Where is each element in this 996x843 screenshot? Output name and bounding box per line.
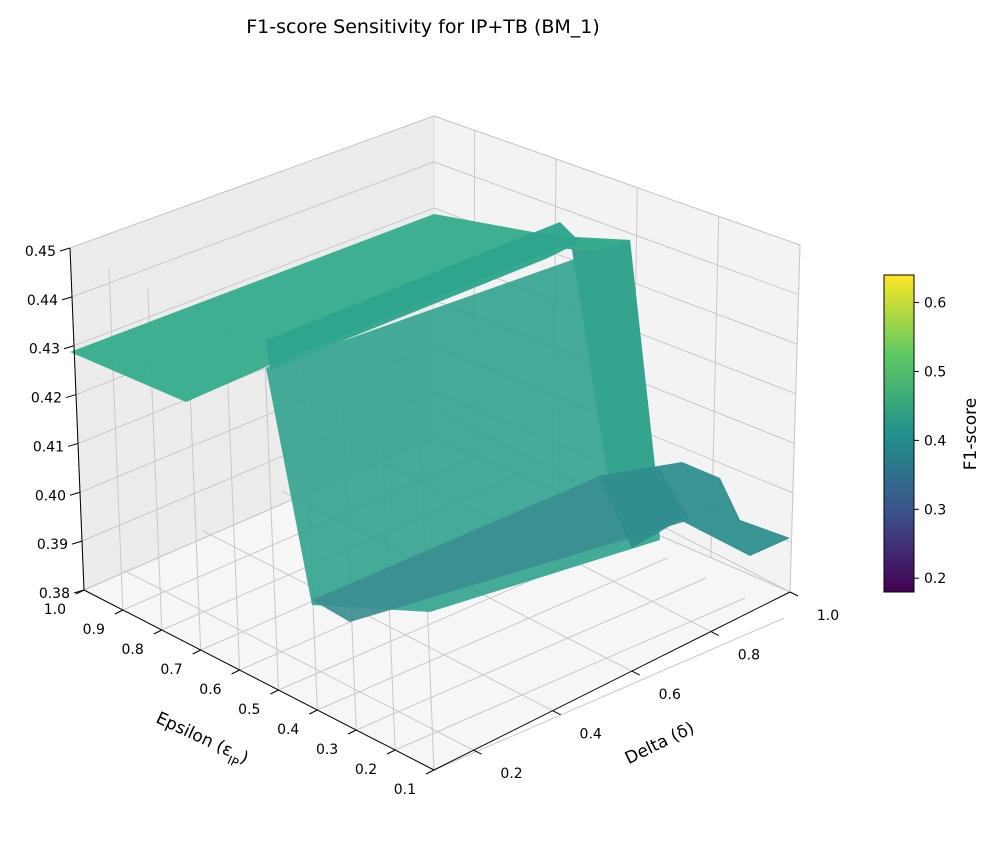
- x-wall-grid-line: [789, 244, 801, 593]
- y-tick-mark: [114, 609, 124, 615]
- y-tick-label: 0.8: [122, 642, 144, 658]
- x-tick-label: 0.6: [659, 687, 681, 703]
- y-wall-grid-line: [108, 267, 124, 611]
- surface-lower-strip: [312, 470, 690, 622]
- z-grid-line: [69, 115, 435, 249]
- x-tick-label: 1.0: [817, 608, 839, 624]
- colorbar-tick-label: 0.4: [924, 433, 946, 449]
- y-tick-label: 0.7: [160, 662, 182, 678]
- y-tick-label: 0.6: [199, 682, 221, 698]
- x-tick-label: 0.4: [580, 727, 602, 743]
- x-axis-line: [433, 591, 791, 771]
- y-wall-grid-line: [225, 327, 241, 671]
- z-grid-line: [71, 161, 435, 298]
- z-tick-mark: [63, 345, 75, 350]
- colorbar-tick-label: 0.6: [924, 296, 946, 312]
- y-floor-grid-line: [317, 557, 668, 711]
- z-tick-label: 0.40: [35, 488, 66, 504]
- y-axis-label-sub: IP: [225, 753, 241, 770]
- y-tick-label: 0.3: [316, 742, 338, 758]
- y-tick-mark: [309, 709, 318, 715]
- z-tick-label: 0.39: [37, 537, 68, 553]
- x-tick-mark: [710, 631, 720, 637]
- y-tick-mark: [425, 769, 435, 775]
- z-tick-label: 0.43: [29, 342, 60, 358]
- colorbar-tick-label: 0.3: [924, 502, 946, 518]
- y-tick-mark: [153, 629, 163, 635]
- z-tick-label: 0.38: [39, 586, 70, 602]
- z-tick-label: 0.41: [33, 439, 64, 455]
- y-floor-grid-line: [394, 597, 746, 751]
- y-tick-mark: [231, 669, 240, 675]
- z-tick-mark: [61, 296, 73, 301]
- x-floor-grid-line: [123, 569, 474, 751]
- colorbar: [883, 274, 915, 593]
- x-tick-mark: [789, 591, 799, 597]
- x-tick-mark: [552, 710, 561, 716]
- y-axis-line: [83, 589, 435, 771]
- y-tick-mark: [386, 749, 396, 755]
- z-grid-line: [433, 115, 801, 246]
- y-axis-label: Epsilon (εIP): [151, 708, 252, 773]
- y-tick-mark: [347, 729, 357, 735]
- z-tick-mark: [71, 540, 83, 545]
- z-grid-line: [433, 161, 799, 296]
- y-wall-grid-line: [263, 347, 279, 691]
- z-tick-mark: [65, 394, 77, 399]
- x-tick-label: 0.2: [500, 766, 522, 782]
- z-tick-mark: [59, 247, 71, 252]
- y-tick-label: 0.4: [277, 722, 299, 738]
- x-tick-mark: [473, 749, 482, 755]
- y-tick-label: 0.2: [355, 762, 377, 778]
- x-axis-label: Delta (δ): [622, 718, 698, 769]
- y-tick-mark: [192, 649, 201, 655]
- colorbar-tick-label: 0.5: [924, 364, 946, 380]
- z-tick-mark: [67, 442, 79, 447]
- surface-right-ridge: [598, 462, 790, 556]
- z-tick-label: 0.42: [31, 391, 62, 407]
- surface-group: [70, 214, 790, 622]
- surface-ridge: [266, 222, 580, 370]
- z-grid-line: [73, 207, 435, 347]
- colorbar-tick-label: 0.2: [924, 571, 946, 587]
- y-floor-grid-line: [356, 577, 707, 731]
- y-tick-label: 0.5: [238, 702, 260, 718]
- y-floor-grid-line: [433, 617, 785, 771]
- y-axis-label-main: Epsilon (ε: [153, 708, 236, 761]
- z-axis-line: [69, 247, 85, 591]
- colorbar-ticks: 0.2 0.3 0.4 0.5 0.6: [914, 296, 946, 587]
- x-floor-grid-line: [202, 530, 553, 712]
- z-tick-label: 0.45: [25, 244, 56, 260]
- x-tick-label: 0.8: [738, 648, 760, 664]
- y-tick-mark: [75, 589, 85, 595]
- colorbar-label: F1-score: [961, 398, 981, 470]
- y-tick-mark: [270, 689, 279, 695]
- y-tick-label: 1.0: [44, 602, 66, 618]
- y-tick-label: 0.1: [394, 782, 416, 798]
- z-tick-mark: [69, 491, 81, 496]
- tick-labels: 0.38 0.39 0.40 0.41 0.42 0.43 0.44 0.45 0.1 0.2 0.…: [25, 244, 839, 798]
- x-tick-mark: [631, 670, 641, 676]
- z-tick-label: 0.44: [27, 293, 58, 309]
- chart-title: F1-score Sensitivity for IP+TB (BM_1): [246, 16, 600, 38]
- y-tick-label: 0.9: [83, 622, 105, 638]
